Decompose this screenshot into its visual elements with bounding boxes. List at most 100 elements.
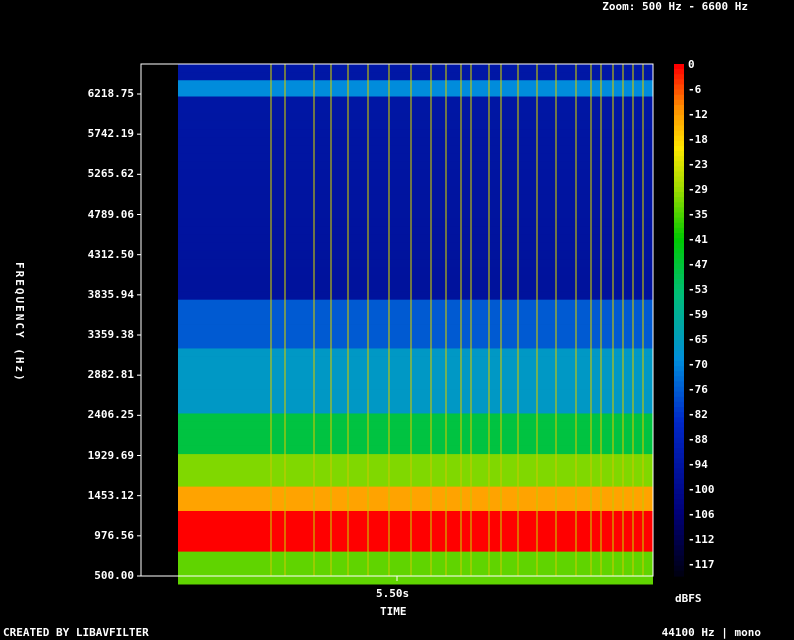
colorbar-cell <box>674 253 684 260</box>
spectrogram-band <box>178 242 653 252</box>
colorbar-cell <box>674 279 684 285</box>
spectrogram-band <box>178 356 653 366</box>
spectrogram-band <box>178 161 653 171</box>
colorbar-tick-label: -65 <box>688 333 708 346</box>
silent-region <box>141 64 178 576</box>
colorbar-cell <box>674 494 684 500</box>
colorbar-cell <box>674 217 684 224</box>
colorbar-cell <box>674 458 684 464</box>
y-tick-label: 976.56 <box>94 528 134 542</box>
colorbar-cell <box>674 473 684 480</box>
onset-line <box>313 64 315 576</box>
onset-line <box>367 64 369 576</box>
spectrogram-band <box>178 259 653 268</box>
colorbar-cell <box>674 227 684 234</box>
colorbar-cell <box>674 340 684 347</box>
y-tick-label: 500.00 <box>94 569 134 582</box>
spectrogram-band <box>178 567 653 577</box>
colorbar-cell <box>674 565 684 572</box>
onset-line <box>347 64 349 576</box>
colorbar-cell <box>674 166 684 173</box>
colorbar-cell <box>674 407 684 413</box>
y-tick-label: 5265.62 <box>87 167 134 181</box>
onset-line <box>555 64 557 576</box>
colorbar-cell <box>674 314 684 321</box>
colorbar-cell <box>674 284 684 290</box>
spectrogram-band <box>178 202 653 211</box>
colorbar-cell <box>674 519 684 526</box>
colorbar-cell <box>674 437 684 444</box>
colorbar-tick-label: -12 <box>688 108 708 121</box>
onset-line <box>430 64 432 576</box>
onset-line <box>575 64 577 576</box>
spectrogram-band <box>178 291 653 301</box>
colorbar-tick-label: -88 <box>688 433 708 446</box>
spectrogram-band <box>178 315 653 325</box>
colorbar-tick-label: -18 <box>688 133 708 146</box>
y-tick-label: 3359.38 <box>87 328 134 341</box>
colorbar-cell <box>674 401 684 408</box>
colorbar-cell <box>674 263 684 270</box>
y-axis-title: FREQUENCY (Hz) <box>13 262 26 383</box>
colorbar-cell <box>674 504 684 511</box>
y-tick-label: 1453.12 <box>87 488 134 502</box>
spectrogram-band <box>178 324 653 333</box>
spectrogram-band <box>178 275 653 284</box>
colorbar-cell <box>674 125 684 132</box>
colorbar-cell <box>674 207 684 214</box>
spectrogram-band <box>178 72 653 81</box>
colorbar-cell <box>674 156 684 162</box>
colorbar-tick-label: -94 <box>688 458 708 471</box>
colorbar-cell <box>674 453 684 459</box>
colorbar-tick-label: -41 <box>688 233 708 246</box>
spectrogram-band <box>178 421 653 431</box>
colorbar-cell <box>674 509 684 516</box>
colorbar-cell <box>674 535 684 541</box>
colorbar-cell <box>674 145 684 152</box>
colorbar-tick-label: -117 <box>688 558 715 571</box>
colorbar-cell <box>674 350 684 357</box>
colorbar-cell <box>674 309 684 316</box>
spectrogram-band <box>178 543 653 552</box>
spectrogram-band <box>178 129 653 138</box>
colorbar-cell <box>674 130 684 137</box>
colorbar-cell <box>674 140 684 147</box>
spectrogram-band <box>178 283 653 292</box>
colorbar-cell <box>674 391 684 398</box>
colorbar-cell <box>674 74 684 80</box>
colorbar-cell <box>674 412 684 418</box>
colorbar-cell <box>674 417 684 423</box>
colorbar-cell <box>674 422 684 429</box>
onset-line <box>590 64 592 576</box>
y-tick-label: 6218.75 <box>87 87 134 100</box>
onset-line <box>500 64 502 576</box>
colorbar-cell <box>674 376 684 383</box>
colorbar-tick-label: -35 <box>688 208 708 221</box>
onset-line <box>488 64 490 576</box>
y-tick-label: 4789.06 <box>87 207 134 221</box>
colorbar-cell <box>674 345 684 352</box>
colorbar-cell <box>674 381 684 388</box>
onset-line <box>270 64 272 576</box>
spectrogram-band <box>178 535 653 544</box>
spectrogram-band <box>178 112 653 122</box>
onset-line <box>330 64 332 576</box>
colorbar-cell <box>674 135 684 142</box>
colorbar-tick-label: -59 <box>688 308 708 321</box>
zoom-readout: Zoom: 500 Hz - 6600 Hz <box>602 0 748 13</box>
colorbar-cell <box>674 212 684 219</box>
colorbar-tick-label: -106 <box>688 508 715 521</box>
colorbar-cell <box>674 545 684 551</box>
spectrogram-band <box>178 145 653 154</box>
colorbar-cell <box>674 488 684 495</box>
colorbar-tick-label: -100 <box>688 483 715 496</box>
colorbar-cell <box>674 325 684 331</box>
colorbar-cell <box>674 232 684 239</box>
colorbar-cell <box>674 120 684 127</box>
spectrogram-band <box>178 194 653 203</box>
spectrogram-band <box>178 299 653 309</box>
onset-line <box>284 64 286 576</box>
onset-line <box>460 64 462 576</box>
spectrogram-band <box>178 104 653 114</box>
